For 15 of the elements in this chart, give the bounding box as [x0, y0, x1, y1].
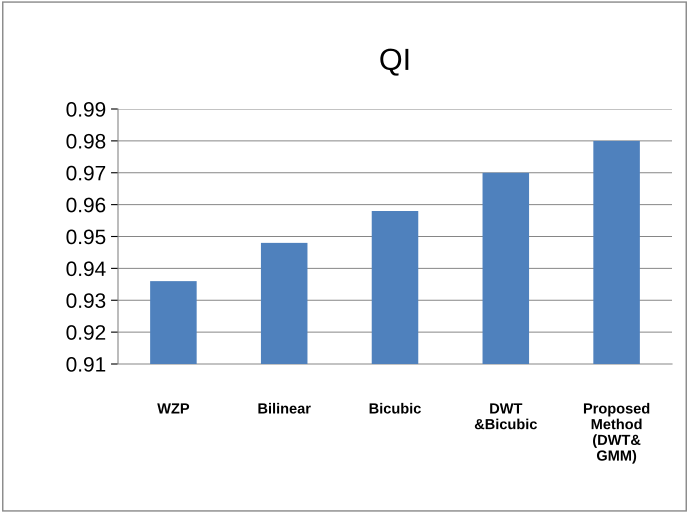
y-tick-label: 0.95 [66, 230, 106, 244]
y-tick-label: 0.96 [66, 198, 106, 212]
y-tick-label: 0.99 [66, 102, 106, 117]
x-tick-label: Bilinear [258, 402, 311, 414]
x-tick-label: Proposed Method (DWT& GMM) [584, 402, 650, 464]
y-tick-label: 0.98 [66, 134, 106, 149]
chart-title: QI [380, 48, 408, 76]
x-tick-label: Bicubic [370, 402, 421, 414]
x-tick-label: DWT &Bicubic [474, 403, 537, 430]
y-tick-label: 0.93 [66, 293, 106, 308]
y-tick-label: 0.94 [66, 261, 106, 276]
y-tick-label: 0.92 [66, 325, 106, 340]
y-tick-label: 0.91 [66, 357, 106, 372]
x-tick-label: WZP [157, 403, 190, 414]
y-tick-label: 0.97 [66, 166, 106, 181]
